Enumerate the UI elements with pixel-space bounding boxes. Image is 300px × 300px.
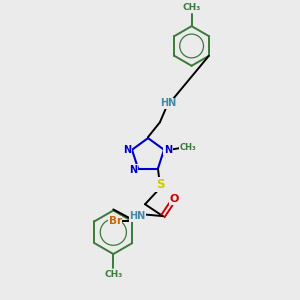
Text: S: S	[156, 178, 164, 191]
Text: HN: HN	[160, 98, 176, 108]
Text: HN: HN	[129, 211, 145, 221]
Text: N: N	[123, 145, 131, 155]
Text: O: O	[169, 194, 178, 204]
Text: N: N	[129, 165, 137, 175]
Text: N: N	[164, 145, 172, 155]
Text: CH₃: CH₃	[182, 3, 201, 12]
Text: Br: Br	[109, 216, 122, 226]
Text: CH₃: CH₃	[179, 143, 196, 152]
Text: CH₃: CH₃	[104, 270, 122, 279]
